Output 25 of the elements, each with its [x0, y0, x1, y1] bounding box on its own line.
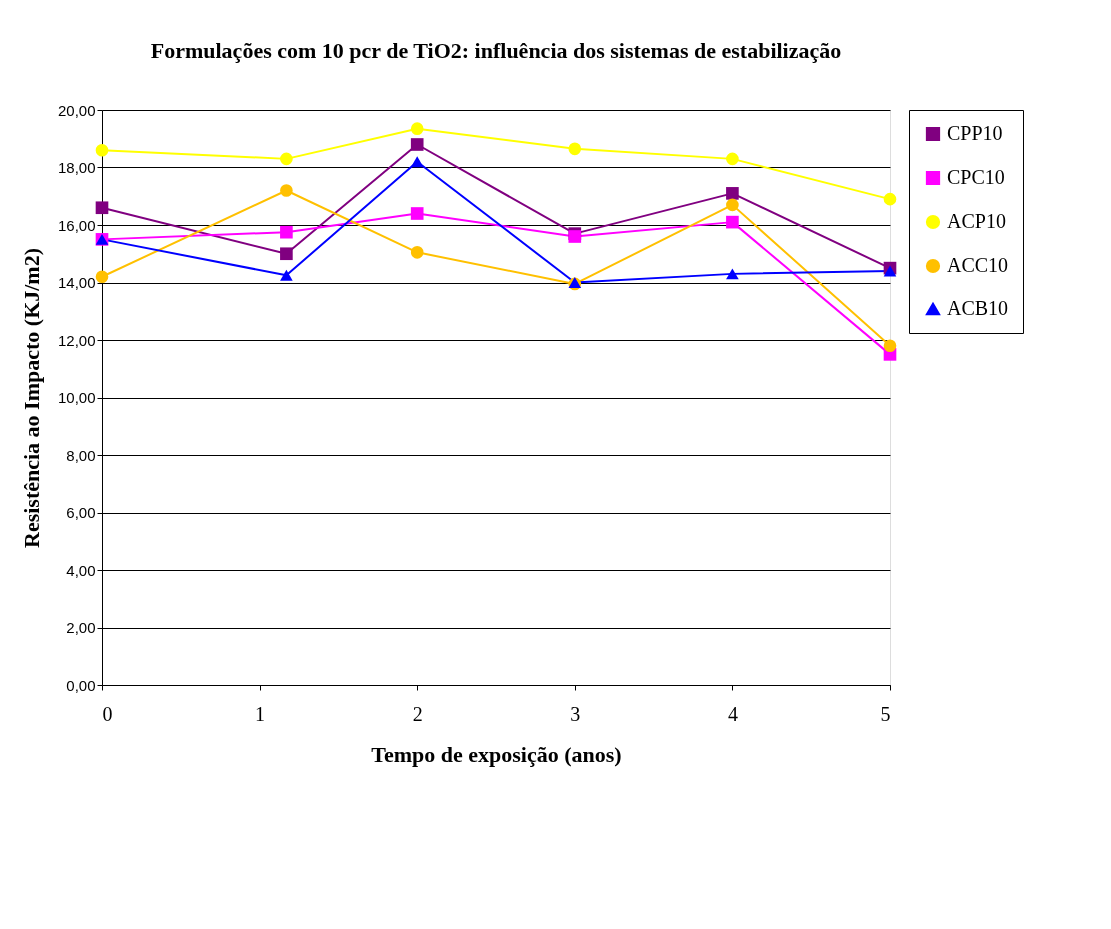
x-tick-label: 3: [570, 702, 581, 725]
chart-title: Formulações com 10 pcr de TiO2: influência dos sistemas de estabilização: [150, 38, 842, 63]
y-tick-label: 18,00: [57, 159, 96, 176]
y-tick-label: 14,00: [57, 274, 96, 291]
legend-label: CPC10: [947, 166, 1005, 188]
y-tick-label: 20,00: [57, 101, 96, 119]
legend-label: ACP10: [947, 210, 1006, 232]
x-tick-label: 0: [102, 702, 113, 725]
x-tick-label: 1: [255, 702, 266, 725]
x-tick-label: 4: [727, 702, 738, 725]
x-tick-label: 5: [880, 702, 891, 725]
y-tick-label: 0,00: [66, 676, 96, 694]
y-tick-label: 10,00: [57, 389, 96, 406]
y-tick-label: 4,00: [66, 561, 96, 579]
y-tick-label: 2,00: [66, 619, 96, 636]
legend-label: CPP10: [947, 122, 1003, 144]
x-axis-title: Tempo de exposição (anos): [371, 741, 622, 767]
legend-label: ACB10: [947, 297, 1009, 319]
y-tick-label: 8,00: [66, 446, 96, 464]
y-tick-label: 12,00: [57, 331, 96, 349]
legend-label: ACC10: [947, 254, 1009, 276]
x-tick-label: 2: [412, 702, 423, 725]
y-axis-title: Resistência ao Impacto (KJ/m2): [18, 247, 44, 549]
y-tick-label: 6,00: [66, 504, 96, 521]
y-tick-label: 16,00: [57, 216, 96, 234]
